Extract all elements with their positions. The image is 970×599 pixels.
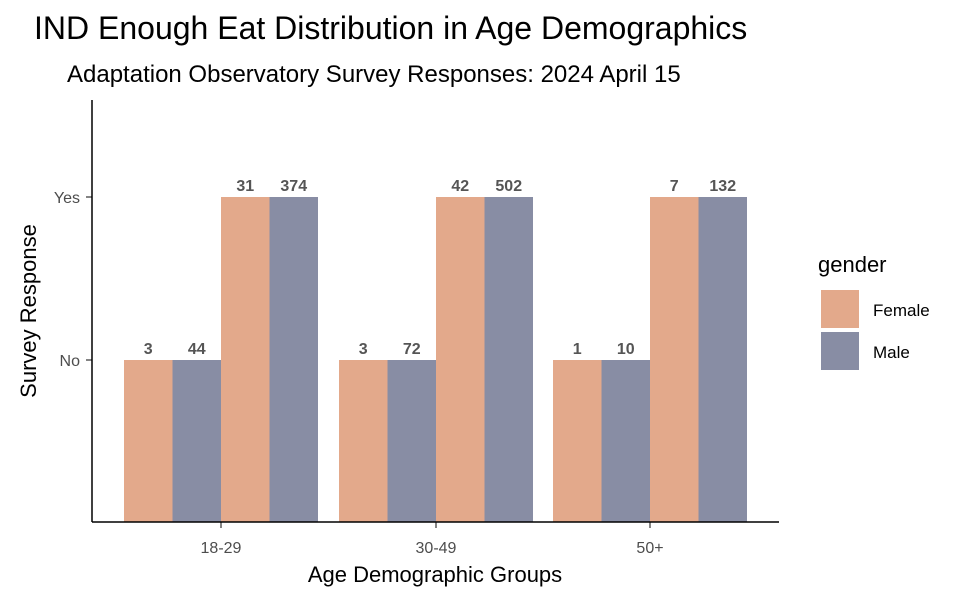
y-tick-label: No <box>60 353 81 370</box>
bar-value-label: 374 <box>280 178 307 195</box>
legend-swatch <box>821 332 859 370</box>
bar <box>484 197 533 522</box>
bar-value-label: 31 <box>236 178 254 195</box>
x-tick-label: 50+ <box>636 540 663 557</box>
bar <box>387 360 436 522</box>
y-axis-title: Survey Response <box>16 224 41 398</box>
plot-area: No Yes 18-29 30-49 50+ 3 44 31 374 3 72 42 502 1 10 7 13… <box>54 178 747 557</box>
bar <box>553 360 602 522</box>
bar <box>698 197 747 522</box>
legend-label: Male <box>873 343 910 362</box>
bar <box>601 360 650 522</box>
bar <box>221 197 270 522</box>
y-tick-label: Yes <box>54 190 80 207</box>
bar-value-label: 7 <box>670 178 679 195</box>
legend-label: Female <box>873 301 930 320</box>
bar-value-label: 1 <box>573 341 582 358</box>
bar <box>124 360 173 522</box>
bar-value-label: 132 <box>709 178 736 195</box>
x-axis-title: Age Demographic Groups <box>308 562 562 587</box>
chart-subtitle: Adaptation Observatory Survey Responses:… <box>67 61 681 88</box>
bar-value-label: 3 <box>144 341 153 358</box>
bar <box>269 197 318 522</box>
x-tick-label: 18-29 <box>201 540 242 557</box>
legend-title: gender <box>818 252 887 277</box>
bar-value-label: 44 <box>188 341 206 358</box>
legend: gender Female Male <box>818 252 930 370</box>
bar <box>650 197 699 522</box>
bar-value-label: 42 <box>451 178 469 195</box>
bar <box>172 360 221 522</box>
x-tick-label: 30-49 <box>416 540 457 557</box>
bar <box>436 197 485 522</box>
bar <box>339 360 388 522</box>
legend-swatch <box>821 290 859 328</box>
bar-value-label: 10 <box>617 341 635 358</box>
bar-value-label: 502 <box>495 178 522 195</box>
chart-title: IND Enough Eat Distribution in Age Demog… <box>34 10 747 46</box>
bar-value-label: 3 <box>359 341 368 358</box>
bar-value-label: 72 <box>403 341 421 358</box>
